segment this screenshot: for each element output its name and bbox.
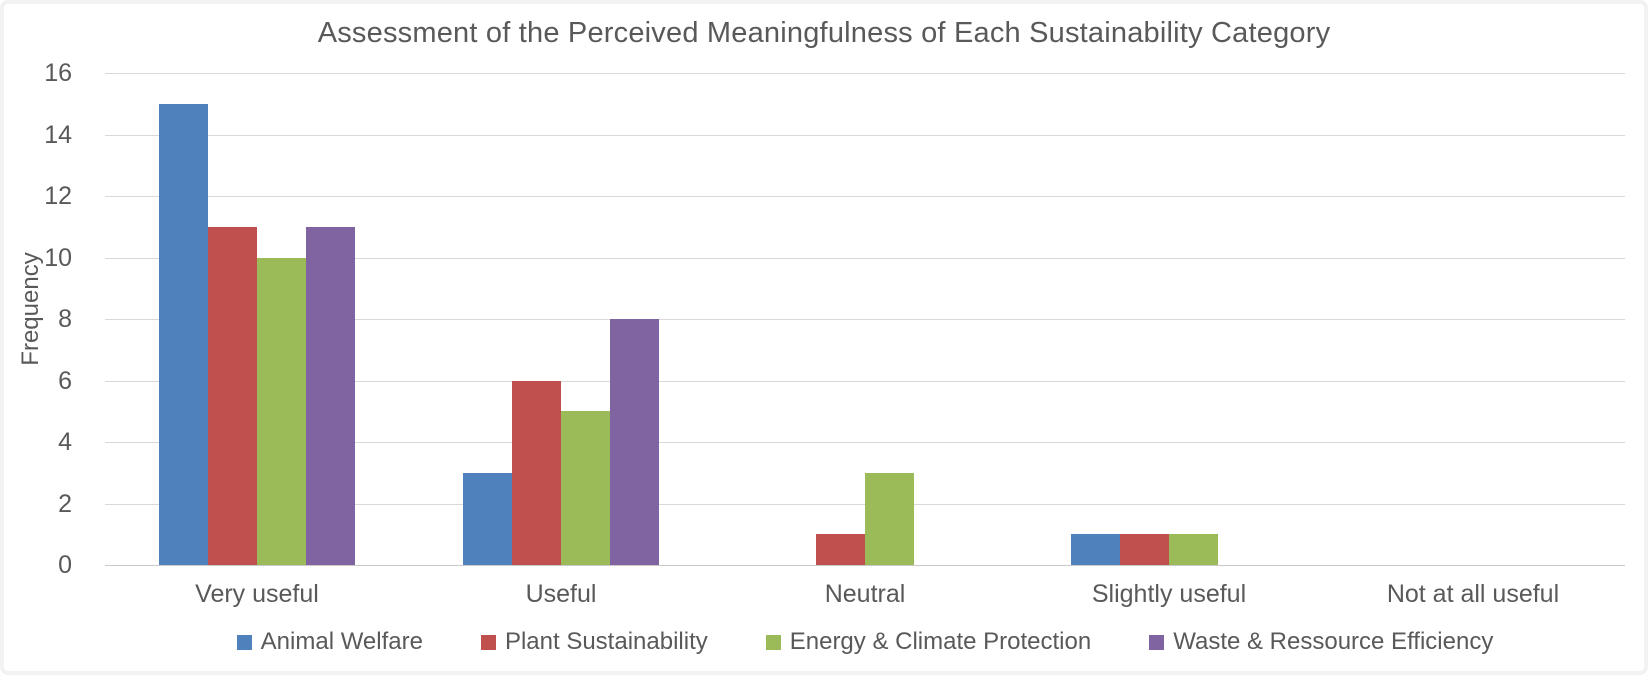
gridline-y-12 bbox=[105, 196, 1625, 197]
bar-energy-climate-protection bbox=[561, 411, 610, 565]
y-tick-label-16: 16 bbox=[44, 59, 72, 87]
legend-entry-plant-sustainability: Plant Sustainability bbox=[480, 628, 708, 656]
x-label-very-useful: Very useful bbox=[195, 580, 319, 608]
bar-waste-ressource-efficiency bbox=[610, 319, 659, 565]
bar-animal-welfare bbox=[159, 103, 208, 565]
bar-plant-sustainability bbox=[208, 226, 257, 565]
bar-animal-welfare bbox=[463, 472, 512, 565]
legend: Animal Welfare Plant Sustainability Energy… bbox=[105, 628, 1625, 656]
y-tick-label-0: 0 bbox=[58, 551, 72, 579]
legend-entry-animal-welfare: Animal Welfare bbox=[236, 628, 423, 656]
bar-waste-ressource-efficiency bbox=[306, 226, 355, 565]
gridline-y-16 bbox=[105, 73, 1625, 74]
gridline-y-14 bbox=[105, 134, 1625, 136]
bar-groups bbox=[105, 73, 1625, 565]
plot-area bbox=[105, 73, 1625, 566]
y-tick-label-14: 14 bbox=[44, 120, 72, 149]
legend-label: Plant Sustainability bbox=[504, 628, 708, 655]
bar-energy-climate-protection bbox=[257, 257, 306, 565]
legend-entry-waste-ressource-efficiency: Waste & Ressource Efficiency bbox=[1149, 628, 1493, 656]
bar-group-neutral bbox=[713, 73, 1017, 565]
y-tick-label-8: 8 bbox=[58, 305, 72, 333]
gridline-y-8 bbox=[105, 319, 1625, 320]
legend-label: Energy & Climate Protection bbox=[789, 628, 1092, 655]
x-axis-category-labels: Very useful Useful Neutral Slightly useful N… bbox=[105, 580, 1625, 609]
y-tick-label-10: 10 bbox=[44, 243, 72, 272]
bar-plant-sustainability bbox=[1120, 534, 1169, 565]
bar-group-useful bbox=[409, 73, 713, 565]
y-tick-label-4: 4 bbox=[58, 428, 72, 456]
x-label-useful: Useful bbox=[525, 580, 597, 608]
bar-group-very-useful bbox=[105, 73, 409, 565]
gridline-y-0 bbox=[105, 565, 1625, 566]
x-label-not-at-all-useful: Not at all useful bbox=[1386, 580, 1560, 608]
bar-group-not-at-all-useful bbox=[1321, 73, 1625, 565]
bar-animal-welfare bbox=[1071, 534, 1120, 565]
y-axis-tick-labels: 0 2 4 6 8 10 12 14 16 bbox=[4, 59, 86, 579]
y-tick-label-2: 2 bbox=[58, 489, 72, 518]
legend-swatch-icon bbox=[765, 634, 781, 650]
y-tick-label-6: 6 bbox=[58, 366, 72, 395]
bar-plant-sustainability bbox=[816, 534, 865, 565]
legend-swatch-icon bbox=[1149, 634, 1165, 650]
bar-energy-climate-protection bbox=[865, 472, 914, 565]
bar-energy-climate-protection bbox=[1169, 534, 1218, 565]
bar-plant-sustainability bbox=[512, 380, 561, 565]
y-tick-label-12: 12 bbox=[44, 182, 72, 210]
legend-entry-energy-climate-protection: Energy & Climate Protection bbox=[765, 628, 1092, 656]
chart-title: Assessment of the Perceived Meaningfulne… bbox=[317, 17, 1331, 49]
gridline-y-6 bbox=[105, 380, 1625, 382]
x-label-slightly-useful: Slightly useful bbox=[1091, 580, 1247, 608]
bar-group-slightly-useful bbox=[1017, 73, 1321, 565]
legend-swatch-icon bbox=[236, 634, 252, 650]
legend-label: Waste & Ressource Efficiency bbox=[1173, 628, 1494, 655]
gridline-y-4 bbox=[105, 442, 1625, 443]
legend-label: Animal Welfare bbox=[260, 628, 423, 655]
gridline-y-10 bbox=[105, 257, 1625, 259]
x-label-neutral: Neutral bbox=[824, 580, 906, 608]
legend-swatch-icon bbox=[480, 634, 496, 650]
